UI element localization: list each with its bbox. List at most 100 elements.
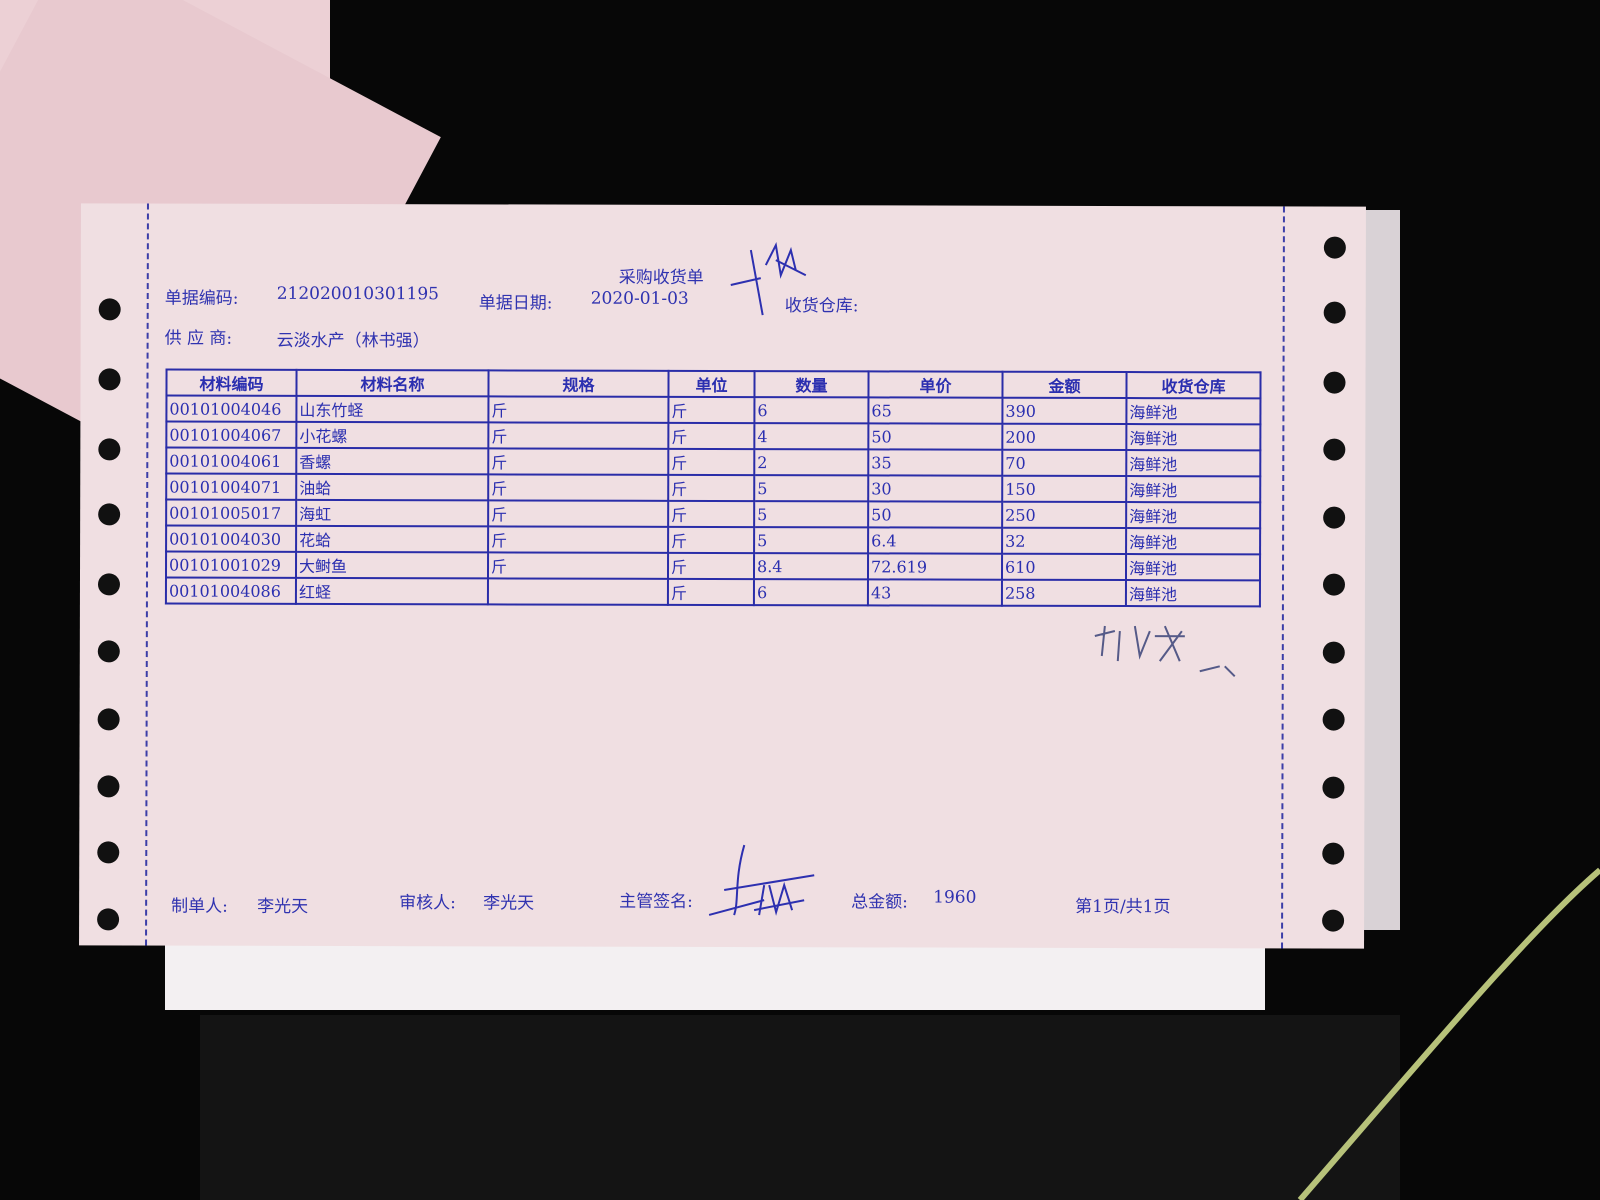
desk-surface — [200, 1015, 1400, 1200]
table-cell: 海鲜池 — [1126, 528, 1261, 555]
left-sprocket-holes — [79, 203, 141, 945]
table-cell: 斤 — [667, 578, 754, 606]
column-header: 单价 — [868, 371, 1003, 398]
table-cell: 香螺 — [296, 447, 489, 475]
table-cell: 258 — [1001, 579, 1126, 607]
table-cell: 海鲜池 — [1125, 580, 1260, 607]
table-cell: 斤 — [488, 396, 669, 423]
sprocket-hole — [1322, 842, 1345, 865]
table-cell: 斤 — [488, 474, 669, 501]
sprocket-hole — [98, 368, 121, 391]
table-cell: 65 — [868, 397, 1003, 424]
table-cell: 00101004030 — [166, 525, 297, 552]
table-row: 00101004086 红蛏 斤 6 43 258 海鲜池 — [165, 577, 1260, 607]
table-cell: 5 — [754, 475, 869, 502]
sprocket-hole — [1322, 708, 1345, 731]
table-cell: 斤 — [668, 448, 755, 476]
sprocket-hole — [1322, 909, 1345, 932]
column-header: 收货仓库 — [1126, 372, 1261, 399]
sprocket-hole — [1322, 776, 1345, 799]
table-cell: 斤 — [668, 396, 755, 424]
sprocket-hole — [98, 438, 121, 461]
column-header: 材料名称 — [296, 369, 489, 397]
supervisor-label: 主管签名: — [619, 891, 693, 912]
table-cell: 山东竹蛏 — [296, 395, 489, 423]
table-cell: 花蛤 — [296, 525, 489, 553]
table-cell: 5 — [754, 527, 869, 554]
sprocket-hole — [97, 908, 120, 931]
table-cell: 30 — [868, 475, 1003, 502]
table-cell: 海鲜池 — [1126, 424, 1261, 451]
table-cell: 250 — [1002, 501, 1127, 529]
table-row: 00101004067 小花螺斤斤 4 50 200 海鲜池 — [166, 421, 1261, 451]
page-indicator: 第1页/共1页 — [1075, 896, 1171, 918]
total-amount: 1960 — [933, 887, 977, 908]
table-cell: 200 — [1002, 423, 1127, 451]
table-cell: 斤 — [668, 500, 755, 528]
table-row: 00101004071 油蛤斤斤 5 30 150 海鲜池 — [166, 473, 1261, 503]
sprocket-hole — [97, 775, 120, 798]
maker-label: 制单人: — [171, 896, 228, 917]
table-cell: 海鲜池 — [1126, 398, 1261, 425]
table-cell: 斤 — [668, 474, 755, 502]
table-cell: 斤 — [487, 552, 669, 579]
table-cell: 斤 — [667, 552, 755, 580]
signature-mark-top — [730, 241, 807, 316]
table-cell: 00101004046 — [166, 395, 297, 422]
column-header: 材料编码 — [166, 369, 297, 396]
table-cell: 4 — [754, 423, 869, 450]
table-cell: 00101004071 — [166, 473, 297, 500]
column-header: 单位 — [668, 370, 755, 398]
table-cell: 00101004061 — [166, 447, 297, 474]
reviewer-label: 审核人: — [399, 893, 456, 914]
sprocket-hole — [97, 640, 120, 663]
table-cell: 43 — [867, 579, 1002, 606]
handwritten-note — [1094, 625, 1236, 678]
column-header: 规格 — [488, 370, 669, 397]
table-cell: 海鲜池 — [1126, 476, 1261, 503]
sprocket-hole — [97, 708, 120, 731]
sprocket-hole — [1323, 236, 1346, 259]
table-cell: 2 — [754, 449, 869, 476]
maker: 李光天 — [257, 896, 309, 917]
table-cell: 6 — [754, 397, 869, 424]
table-cell: 斤 — [488, 500, 669, 527]
table-row: 00101001029 大鲥鱼斤斤 8.4 72.619 610 海鲜池 — [165, 551, 1261, 581]
table-cell: 斤 — [488, 526, 669, 553]
table-cell: 红蛏 — [295, 577, 488, 605]
doc-date-label: 单据日期: — [478, 293, 553, 314]
sprocket-hole — [1323, 438, 1346, 461]
table-cell: 50 — [868, 423, 1003, 450]
table-row: 00101005017 海虹斤斤 5 50 250 海鲜池 — [166, 499, 1261, 529]
table-cell: 150 — [1002, 475, 1127, 503]
column-header: 数量 — [754, 371, 869, 398]
table-cell: 斤 — [488, 422, 669, 449]
table-cell: 00101004067 — [166, 421, 297, 448]
table-cell: 00101005017 — [166, 499, 297, 526]
sprocket-hole — [97, 573, 121, 596]
column-header: 金额 — [1002, 371, 1127, 399]
items-table: 材料编码 材料名称 规格 单位 数量 单价 金额 收货仓库 00101004046 山东竹蛏斤斤… — [165, 369, 1262, 608]
doc-no-label: 单据编码: — [164, 288, 239, 309]
table-cell: 海虹 — [296, 499, 489, 527]
table-cell: 斤 — [668, 526, 755, 554]
table-cell: 海鲜池 — [1126, 502, 1261, 529]
total-label: 总金额: — [851, 892, 908, 913]
doc-date: 2020-01-03 — [590, 288, 689, 309]
table-cell: 390 — [1002, 397, 1127, 425]
table-cell: 大鲥鱼 — [295, 551, 489, 579]
supplier-label: 供 应 商: — [164, 328, 233, 349]
table-cell: 海鲜池 — [1125, 554, 1261, 581]
sprocket-hole — [98, 298, 121, 321]
sprocket-hole — [1323, 506, 1346, 529]
left-perforation — [145, 203, 149, 946]
sprocket-hole — [1322, 641, 1345, 664]
table-cell: 8.4 — [753, 553, 869, 580]
table-cell: 5 — [754, 501, 869, 528]
table-row: 00101004061 香螺斤斤 2 35 70 海鲜池 — [166, 447, 1261, 477]
cable — [1297, 867, 1600, 1200]
table-cell: 斤 — [488, 448, 669, 475]
table-cell: 斤 — [668, 422, 755, 450]
reviewer: 李光天 — [483, 893, 535, 914]
table-row: 00101004030 花蛤斤斤 5 6.4 32 海鲜池 — [166, 525, 1261, 555]
